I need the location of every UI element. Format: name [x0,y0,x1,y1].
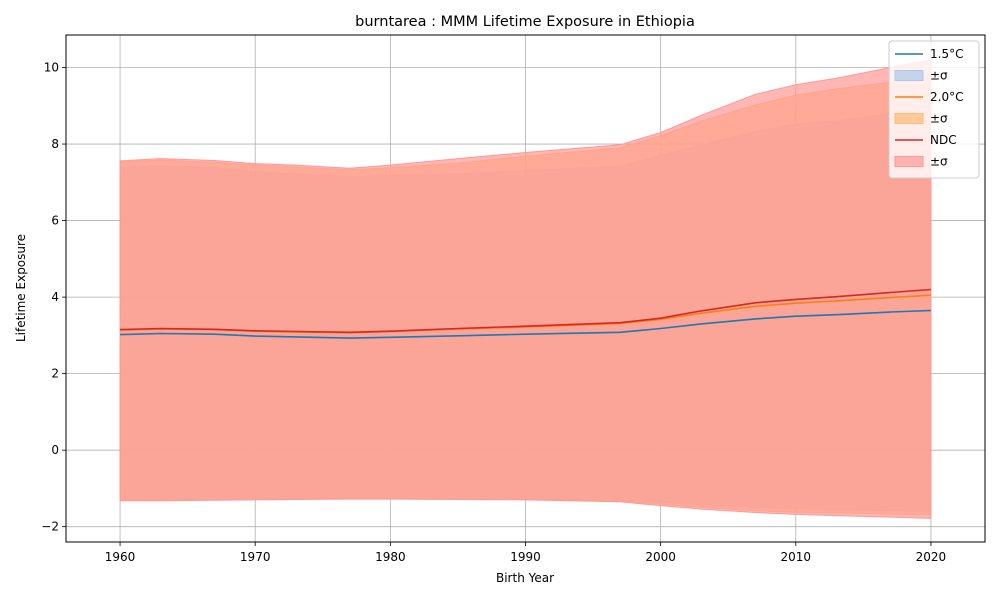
x-axis: 1960 1970 1980 1990 2000 2010 2020 [105,542,946,564]
y-tick-label: 8 [51,137,59,151]
x-axis-title: Birth Year [496,571,554,585]
bands [119,59,932,519]
legend-band-label: ±σ [930,112,948,126]
x-tick-label: 1990 [510,550,541,564]
band-2 [119,59,932,519]
y-tick-label: 6 [51,214,59,228]
chart-title: burntarea : MMM Lifetime Exposure in Eth… [355,14,695,30]
y-tick-label: 10 [44,61,59,75]
legend-band-label: ±σ [930,155,948,169]
legend-entry-label: NDC [930,133,957,147]
legend: 1.5°C ±σ 2.0°C ±σ NDC ±σ [888,40,980,179]
legend-band-swatch [894,113,924,124]
y-tick-label: 4 [51,290,59,304]
x-tick-label: 1970 [240,550,271,564]
x-tick-label: 2010 [781,550,812,564]
series-line-2 [120,288,931,334]
x-tick-label: 1980 [375,550,406,564]
series-lines [120,288,931,339]
legend-entry-label: 2.0°C [930,90,963,104]
legend-band-swatch [894,70,924,81]
y-tick-label: 2 [51,367,59,381]
series-line-0 [120,309,931,339]
y-tick-label: 0 [51,443,59,457]
y-tick-label: −2 [41,520,59,534]
x-tick-label: 2020 [916,550,947,564]
x-tick-label: 1960 [105,550,136,564]
legend-entry-label: 1.5°C [930,47,963,61]
y-axis-title: Lifetime Exposure [14,234,28,342]
x-tick-label: 2000 [645,550,676,564]
legend-band-swatch [894,156,924,167]
y-axis: −2 0 2 4 6 8 10 [41,61,66,534]
legend-band-label: ±σ [930,69,948,83]
